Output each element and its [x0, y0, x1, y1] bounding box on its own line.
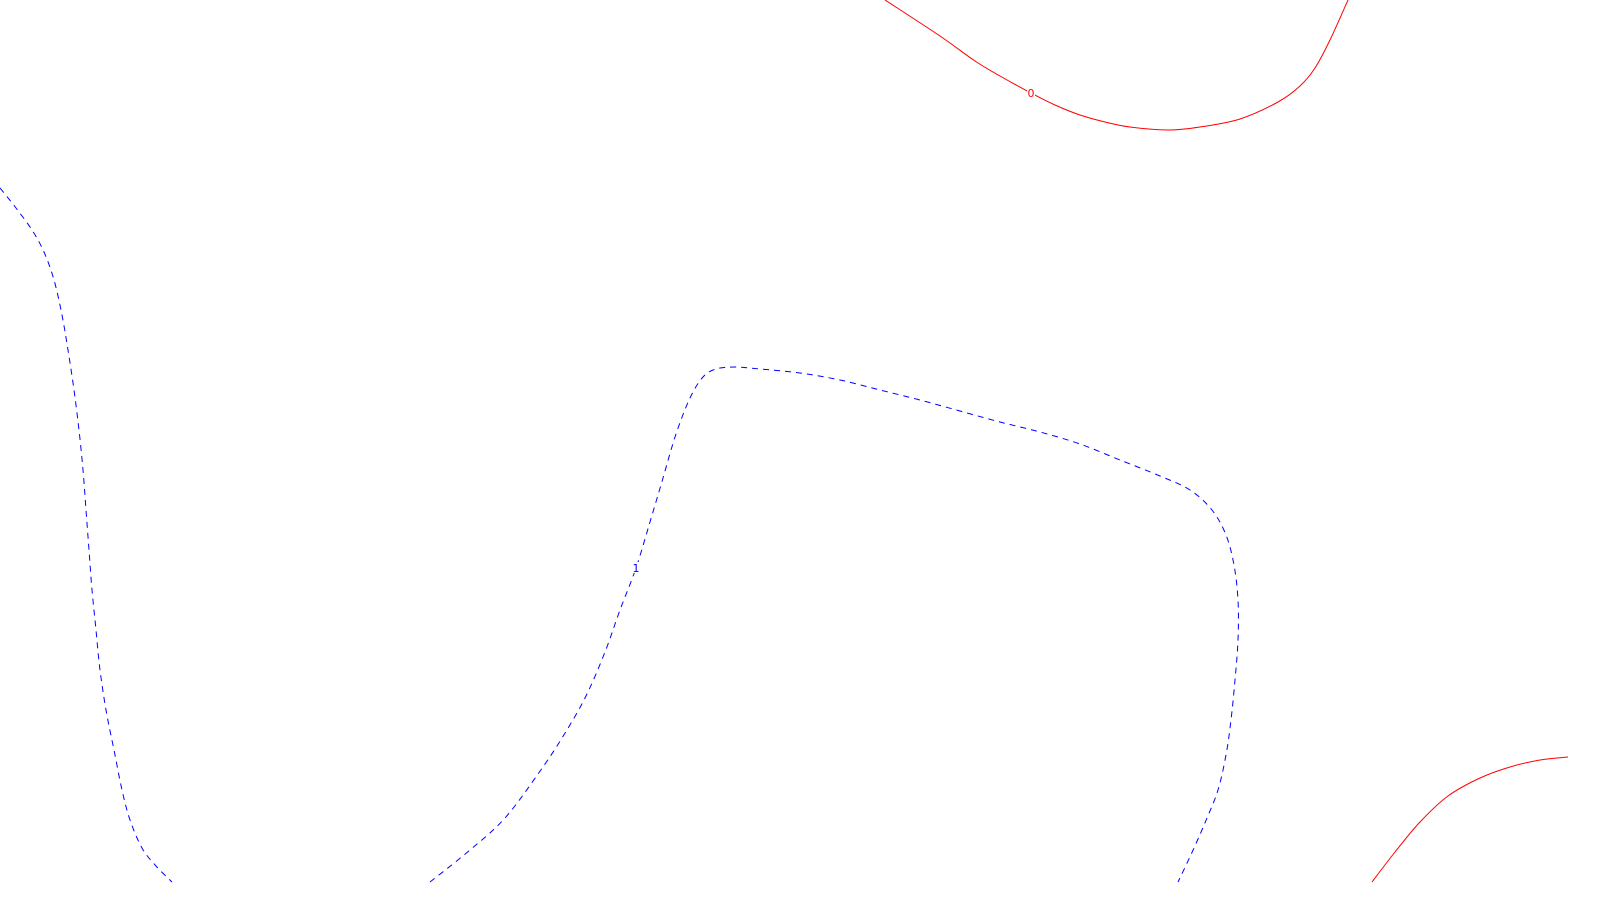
contour-label-level-1: 1	[633, 562, 640, 575]
contour-label-background	[632, 562, 640, 573]
contour-label-level-0: 0	[1028, 87, 1035, 100]
contour-line-level-1-segment-1	[429, 366, 1239, 883]
contour-label-background	[1027, 87, 1035, 98]
contour-line-level-0-segment-0	[884, 0, 1349, 131]
contour-line-level-1-segment-0	[0, 187, 173, 883]
contour-line-level-0-segment-1	[1371, 756, 1569, 883]
